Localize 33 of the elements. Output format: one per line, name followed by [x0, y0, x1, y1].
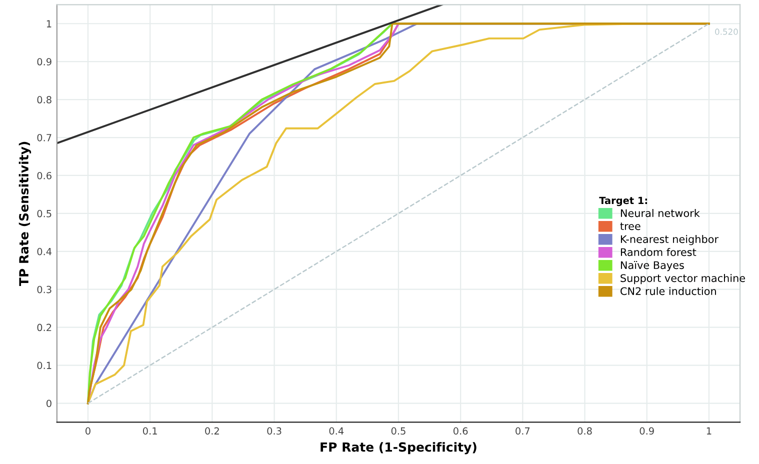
y-tick-label: 0.8: [37, 96, 52, 104]
x-tick-label: 0.8: [578, 427, 592, 435]
x-tick-label: 0.4: [329, 427, 344, 435]
y-tick-label: 0.6: [37, 172, 52, 180]
x-tick-label: 0.5: [391, 427, 406, 435]
y-tick-label: 0.2: [37, 324, 52, 332]
y-axis-title: TP Rate (Sensitivity): [18, 142, 32, 286]
legend-label: CN2 rule induction: [620, 287, 716, 296]
x-tick-label: 0.7: [516, 427, 530, 435]
x-axis-title: FP Rate (1-Specificity): [320, 442, 476, 454]
legend-label: Neural network: [620, 209, 700, 218]
x-tick-label: 1: [706, 427, 712, 434]
y-tick-label: 0.7: [37, 134, 52, 142]
x-tick-label: 0.3: [267, 427, 282, 435]
y-tick-label: 0.1: [37, 362, 52, 370]
y-tick-label: 0: [46, 400, 52, 408]
legend-label: tree: [620, 222, 640, 230]
x-tick-label: 0.9: [640, 427, 654, 435]
x-tick-label: 0.1: [142, 427, 157, 435]
y-tick-label: 0.5: [37, 210, 52, 218]
y-tick-label: 0.9: [37, 58, 52, 66]
annotation: 0.520: [715, 28, 738, 35]
legend-label: Random forest: [620, 248, 696, 256]
legend-label: K-nearest neighbor: [620, 235, 719, 246]
y-tick-label: 1: [46, 20, 52, 28]
legend-label: Support vector machine: [620, 274, 745, 284]
legend-label: Naïve Bayes: [620, 261, 684, 272]
y-tick-label: 0.4: [37, 248, 52, 256]
legend-title: Target 1:: [599, 196, 648, 206]
x-tick-label: 0: [86, 427, 90, 435]
y-tick-label: 0.3: [37, 286, 52, 294]
x-tick-label: 0.6: [453, 427, 468, 435]
x-tick-label: 0.2: [205, 427, 219, 435]
